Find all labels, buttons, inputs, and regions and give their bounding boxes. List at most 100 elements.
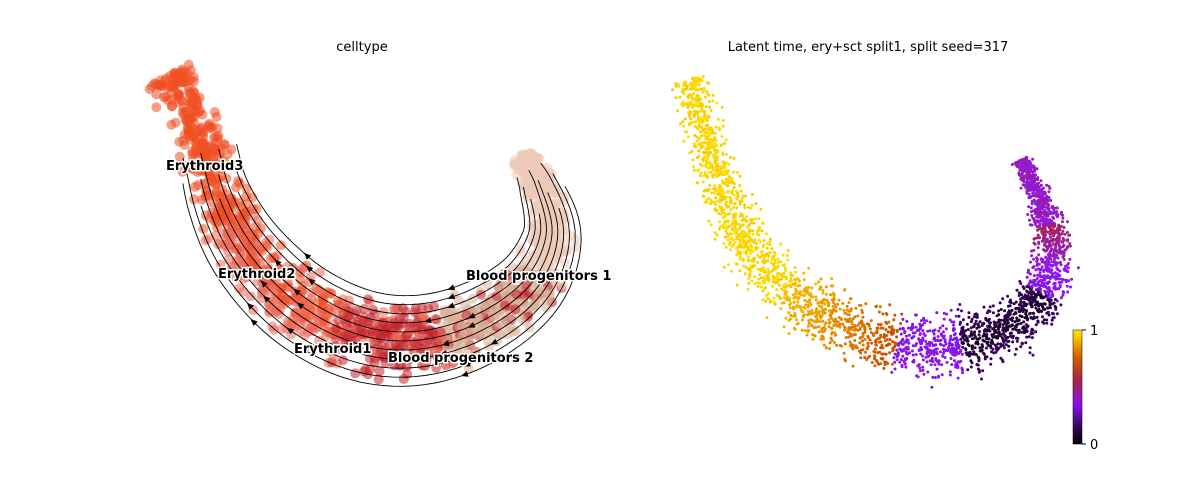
latent-time-point (1037, 190, 1041, 194)
latent-time-point (729, 208, 733, 212)
latent-time-point (743, 235, 747, 239)
latent-time-point (824, 285, 828, 289)
latent-time-point (1015, 336, 1018, 340)
latent-time-point (895, 329, 899, 332)
celltype-point (373, 374, 384, 385)
latent-time-point (824, 321, 828, 325)
celltype-point (215, 143, 226, 153)
latent-time-point (810, 324, 814, 328)
latent-time-point (711, 174, 714, 178)
latent-time-point (959, 332, 963, 335)
celltype-point (337, 306, 348, 317)
latent-time-point (961, 371, 965, 375)
latent-time-point (883, 360, 887, 364)
latent-time-point (1013, 353, 1017, 356)
latent-time-point (985, 333, 989, 337)
latent-time-point (711, 139, 715, 143)
latent-time-point (692, 120, 696, 124)
latent-time-point (732, 156, 736, 160)
latent-time-point (822, 343, 826, 347)
latent-time-point (759, 285, 763, 289)
latent-time-point (1040, 189, 1044, 193)
celltype-point (539, 178, 550, 189)
latent-time-point (1061, 237, 1065, 240)
latent-time-point (1042, 197, 1045, 201)
latent-time-point (772, 250, 776, 254)
latent-time-point (856, 314, 860, 318)
latent-time-point (725, 161, 728, 165)
latent-time-point (702, 86, 706, 90)
latent-time-point (912, 335, 916, 338)
latent-time-point (916, 375, 920, 379)
latent-time-point (696, 98, 700, 102)
latent-time-point (705, 90, 709, 94)
latent-time-point (997, 324, 1001, 328)
latent-time-point (699, 135, 703, 139)
latent-time-point (875, 360, 879, 364)
latent-time-point (1059, 303, 1063, 307)
latent-time-point (723, 142, 727, 145)
latent-time-point (738, 255, 742, 259)
latent-time-point (935, 367, 939, 371)
latent-time-point (792, 300, 796, 304)
latent-time-point (713, 184, 717, 188)
latent-time-point (764, 286, 768, 290)
latent-time-point (919, 348, 923, 352)
latent-time-point (899, 358, 903, 361)
latent-time-point (1051, 242, 1055, 246)
latent-time-point (827, 321, 831, 325)
latent-time-point (1032, 189, 1036, 193)
latent-time-point (732, 193, 736, 197)
latent-time-point (756, 267, 760, 271)
latent-time-point (1034, 185, 1037, 189)
celltype-point (268, 296, 278, 307)
latent-time-point (861, 339, 864, 343)
latent-time-point (796, 284, 800, 288)
latent-time-point (893, 313, 897, 317)
latent-time-point (1050, 290, 1054, 294)
latent-time-point (715, 233, 719, 237)
latent-time-point (914, 325, 918, 329)
latent-time-point (1036, 233, 1040, 237)
latent-time-point (1066, 238, 1070, 242)
latent-time-point (810, 286, 814, 290)
latent-time-point (1036, 246, 1040, 250)
latent-time-point (942, 344, 946, 348)
latent-time-point (789, 317, 793, 321)
latent-time-point (896, 351, 900, 355)
latent-time-point (818, 315, 822, 319)
latent-time-point (745, 232, 749, 236)
latent-time-point (682, 92, 686, 96)
latent-time-point (703, 118, 707, 121)
latent-time-point (933, 336, 936, 340)
latent-time-point (907, 326, 910, 330)
latent-time-point (1068, 244, 1072, 248)
latent-time-point (784, 275, 788, 279)
latent-time-point (889, 331, 893, 335)
celltype-point (494, 308, 505, 319)
latent-time-point (746, 245, 749, 248)
latent-time-point (1030, 254, 1034, 258)
latent-time-point (925, 360, 929, 364)
latent-time-point (1041, 320, 1045, 324)
latent-time-point (918, 333, 922, 337)
latent-time-point (1052, 312, 1055, 316)
latent-time-point (838, 322, 842, 326)
celltype-point (482, 279, 493, 290)
streamline (182, 157, 576, 378)
latent-time-point (912, 360, 916, 364)
celltype-point (276, 240, 286, 251)
latent-time-point (892, 356, 896, 360)
latent-time-point (1038, 294, 1042, 297)
latent-time-point (766, 273, 770, 277)
celltype-point (375, 329, 386, 339)
latent-time-point (1009, 331, 1013, 335)
latent-time-point (817, 330, 821, 334)
latent-time-point (757, 225, 761, 229)
latent-time-point (744, 251, 748, 255)
latent-time-point (720, 208, 724, 212)
celltype-point (529, 171, 540, 181)
latent-time-point (982, 305, 986, 309)
latent-time-point (1004, 338, 1008, 342)
latent-time-point (1010, 323, 1014, 327)
